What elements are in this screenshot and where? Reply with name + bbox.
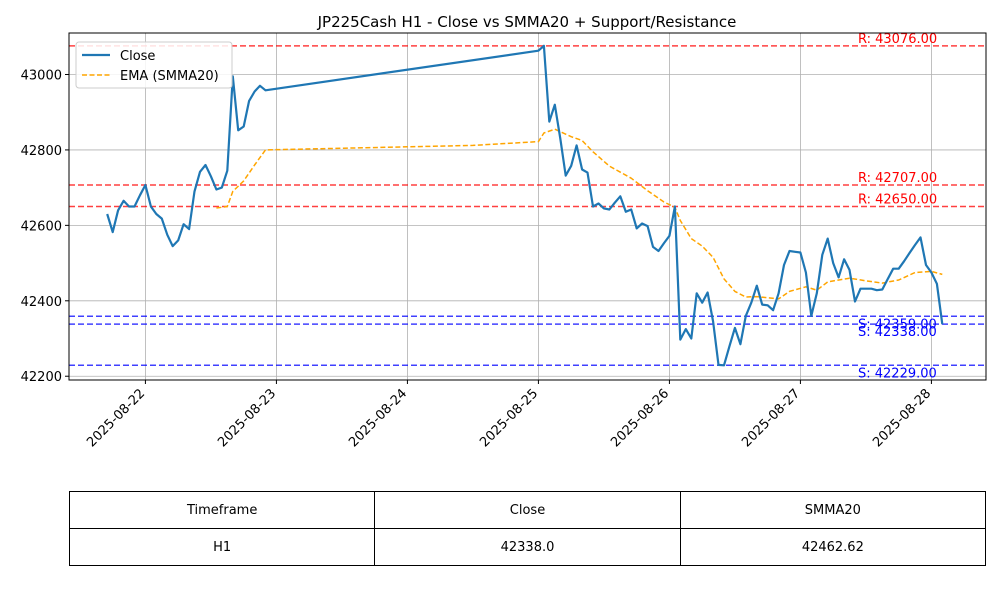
table-header-row: Timeframe Close SMMA20 (68, 491, 987, 529)
table-header-cell: SMMA20 (679, 491, 987, 529)
support-level-label: S: 42359.00 (858, 317, 937, 332)
legend: Close EMA (SMMA20) (75, 41, 233, 89)
legend-box (75, 41, 233, 89)
resistance-level-label: R: 42650.00 (858, 193, 937, 208)
resistance-level-label: R: 43076.00 (858, 32, 937, 47)
x-tick-label: 2025-08-22 (84, 386, 148, 450)
table-cell-smma20: 42462.62 (679, 528, 987, 566)
y-tick-label: 42800 (21, 144, 62, 159)
table-cell-timeframe: H1 (68, 528, 376, 566)
series-lines (106, 44, 944, 367)
table-row: H1 42338.0 42462.62 (68, 528, 987, 566)
x-tick-label: 2025-08-28 (870, 386, 934, 450)
support-level-label: S: 42229.00 (858, 366, 937, 381)
price-chart: JP225Cash H1 - Close vs SMMA20 + Support… (21, 13, 987, 450)
y-tick-label: 42600 (21, 219, 62, 234)
x-tick-label: 2025-08-23 (215, 386, 279, 450)
table-cell-close: 42338.0 (374, 528, 681, 566)
resistance-level-label: R: 42707.00 (858, 171, 937, 186)
legend-label-close: Close (120, 49, 155, 64)
close-price-line (106, 44, 944, 367)
x-tick-label: 2025-08-26 (608, 386, 672, 450)
summary-table: Timeframe Close SMMA20 H1 42338.0 42462.… (68, 491, 987, 566)
y-axis-ticks: 42200 42400 42600 42800 43000 (21, 68, 69, 385)
x-tick-label: 2025-08-24 (346, 386, 410, 450)
level-labels: R: 43076.00 R: 42707.00 R: 42650.00 S: 4235… (858, 32, 937, 381)
table-header-cell: Timeframe (68, 491, 376, 529)
y-tick-label: 42400 (21, 295, 62, 310)
support-resistance-levels (69, 45, 986, 367)
plot-frame (68, 32, 987, 381)
x-tick-label: 2025-08-27 (739, 386, 803, 450)
y-tick-label: 43000 (21, 68, 62, 83)
support-level-label: S: 42338.00 (858, 325, 937, 340)
table-header-cell: Close (374, 491, 681, 529)
y-tick-label: 42200 (21, 370, 62, 385)
x-axis-ticks: 2025-08-22 2025-08-23 2025-08-24 2025-08-25… (84, 380, 934, 450)
x-tick-label: 2025-08-25 (477, 386, 541, 450)
chart-title: JP225Cash H1 - Close vs SMMA20 + Support… (317, 13, 737, 31)
legend-label-smma20: EMA (SMMA20) (120, 69, 219, 84)
smma20-line (216, 128, 943, 300)
